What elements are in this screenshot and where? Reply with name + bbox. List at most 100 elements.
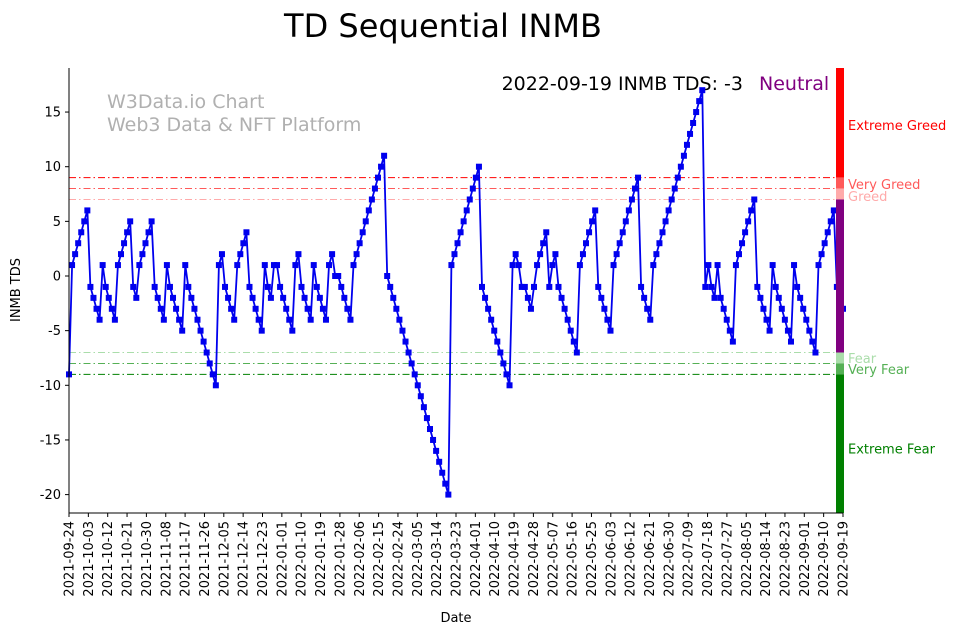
data-point — [604, 316, 611, 323]
data-point — [503, 371, 510, 378]
data-point — [255, 316, 262, 323]
data-point — [405, 349, 412, 356]
data-point — [751, 196, 758, 203]
data-point — [479, 283, 486, 290]
x-tick-label: 2021-11-08 — [159, 521, 174, 597]
data-point — [111, 316, 118, 323]
data-point — [745, 218, 752, 225]
x-tick-label: 2021-09-24 — [63, 521, 78, 597]
data-point — [313, 283, 320, 290]
data-point — [173, 305, 180, 312]
data-point — [338, 283, 345, 290]
x-tick-label: 2022-08-14 — [759, 521, 774, 597]
data-point — [668, 196, 675, 203]
data-point — [775, 294, 782, 301]
data-point — [130, 283, 137, 290]
data-point — [760, 305, 767, 312]
data-point — [114, 262, 121, 269]
data-point — [362, 218, 369, 225]
data-point — [726, 327, 733, 334]
data-point — [439, 469, 446, 476]
data-point — [567, 327, 574, 334]
data-point — [295, 251, 302, 258]
data-point — [800, 305, 807, 312]
x-tick-label: 2022-03-14 — [430, 521, 445, 597]
zone-bar-very-greed — [836, 177, 844, 189]
data-point — [781, 316, 788, 323]
data-point — [133, 294, 140, 301]
data-point — [766, 327, 773, 334]
data-point — [384, 273, 391, 279]
data-point — [742, 229, 749, 236]
data-point — [359, 229, 366, 236]
data-point — [827, 218, 834, 225]
data-point — [304, 305, 311, 312]
data-point — [723, 316, 730, 323]
x-tick-label: 2022-09-19 — [837, 521, 852, 597]
zone-label-extreme-fear: Extreme Fear — [848, 443, 936, 458]
watermark-line-2: Web3 Data & NFT Platform — [107, 114, 361, 136]
data-point — [249, 294, 256, 301]
data-point — [426, 426, 433, 433]
x-tick-label: 2022-03-23 — [450, 521, 465, 597]
data-point — [757, 294, 764, 301]
data-point — [469, 185, 476, 192]
data-point — [417, 393, 424, 400]
data-point — [635, 174, 642, 181]
data-point — [433, 447, 440, 454]
data-point — [326, 262, 333, 269]
x-tick-label: 2022-02-15 — [372, 521, 387, 597]
zone-label-greed: Greed — [848, 190, 887, 205]
data-point — [472, 174, 479, 181]
data-point — [72, 251, 79, 258]
data-point — [555, 283, 562, 290]
data-point — [491, 327, 498, 334]
data-point — [803, 316, 810, 323]
x-tick-label: 2022-06-30 — [662, 521, 677, 597]
data-point — [665, 207, 672, 214]
data-point — [521, 283, 528, 290]
data-point — [687, 130, 694, 137]
zone-label-very-fear: Very Fear — [848, 363, 910, 378]
data-point — [592, 207, 599, 214]
data-point — [561, 305, 568, 312]
data-point — [430, 436, 437, 443]
data-point — [748, 207, 755, 214]
data-point — [356, 240, 363, 247]
data-point — [163, 262, 170, 269]
y-tick-label: -10 — [40, 379, 61, 394]
data-point — [680, 152, 687, 159]
data-point — [332, 273, 339, 279]
y-axis-ticks: -20 -15 -10 -5 0 5 10 15 — [40, 106, 69, 503]
data-point — [754, 283, 761, 290]
data-point — [705, 262, 712, 269]
y-tick-label: 10 — [44, 160, 61, 175]
zone-bar-fear — [836, 352, 844, 364]
data-point — [170, 294, 177, 301]
zone-label-very-greed: Very Greed — [848, 178, 920, 193]
data-point — [215, 262, 222, 269]
data-point — [396, 316, 403, 323]
x-tick-label: 2022-01-19 — [314, 521, 329, 597]
x-tick-label: 2021-10-21 — [121, 521, 136, 597]
x-tick-label: 2021-10-03 — [82, 521, 97, 597]
data-point — [240, 240, 247, 247]
data-point — [378, 163, 385, 170]
data-point — [280, 294, 287, 301]
x-tick-label: 2022-07-27 — [720, 521, 735, 597]
data-point — [301, 294, 308, 301]
data-point — [442, 480, 449, 487]
data-point — [188, 294, 195, 301]
data-point — [830, 207, 837, 214]
data-point — [537, 251, 544, 258]
x-tick-label: 2021-12-23 — [256, 521, 271, 597]
data-point — [601, 305, 608, 312]
data-point — [787, 338, 794, 345]
data-point — [322, 316, 329, 323]
data-point — [200, 338, 207, 345]
data-point — [420, 404, 427, 411]
data-point — [693, 109, 700, 116]
x-tick-label: 2022-09-01 — [798, 521, 813, 597]
data-point — [763, 316, 770, 323]
